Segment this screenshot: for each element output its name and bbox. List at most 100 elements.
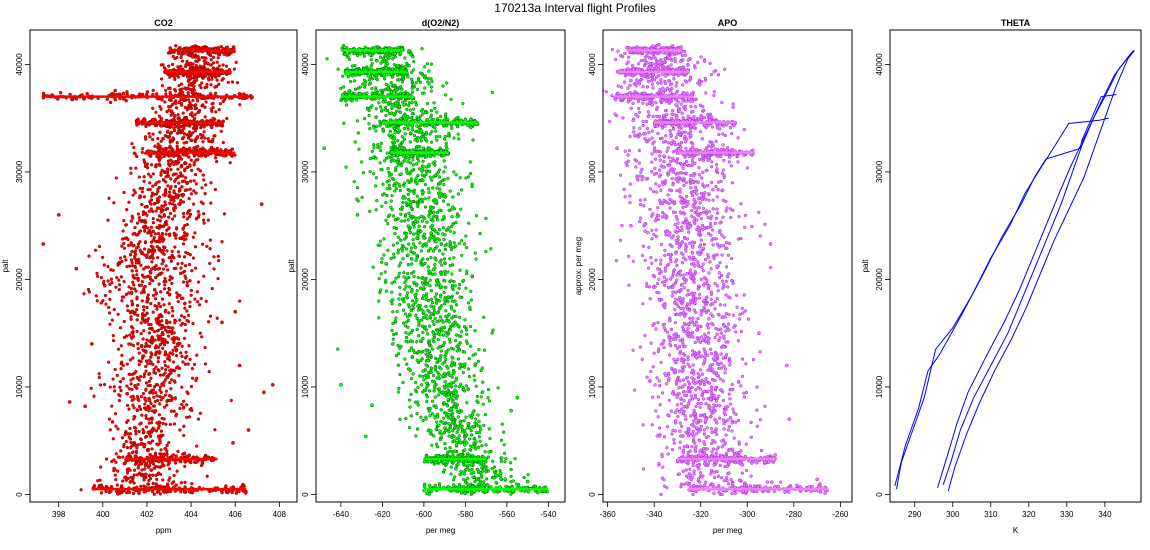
- data-point: [448, 189, 452, 193]
- data-point: [143, 467, 147, 471]
- data-point: [177, 373, 181, 378]
- data-point: [161, 251, 165, 255]
- data-point: [441, 218, 445, 222]
- data-point: [208, 238, 213, 242]
- data-point: [464, 176, 468, 180]
- data-point: [126, 308, 130, 313]
- data-point: [429, 225, 433, 229]
- data-point: [153, 371, 158, 375]
- data-point: [444, 93, 448, 97]
- data-point: [175, 141, 179, 145]
- data-point: [122, 442, 126, 447]
- data-point: [151, 462, 156, 466]
- data-point: [448, 445, 452, 450]
- data-point: [135, 394, 140, 399]
- data-point: [411, 242, 416, 246]
- data-point: [203, 136, 207, 140]
- data-point: [140, 299, 144, 303]
- data-point: [491, 328, 495, 332]
- data-point: [190, 376, 195, 380]
- data-point: [128, 468, 132, 472]
- data-point: [384, 218, 388, 222]
- data-point: [374, 129, 378, 133]
- data-point: [147, 478, 151, 483]
- data-point: [355, 197, 359, 201]
- data-point: [450, 421, 455, 425]
- data-point: [406, 218, 411, 222]
- data-point: [208, 314, 213, 318]
- data-point: [168, 368, 172, 373]
- data-point: [413, 245, 417, 250]
- data-point: [451, 263, 455, 267]
- data-point: [431, 268, 435, 272]
- data-point: [151, 245, 155, 249]
- data-point: [134, 450, 139, 455]
- data-point: [433, 316, 437, 321]
- data-point: [181, 194, 185, 198]
- data-point: [422, 232, 427, 236]
- data-point: [238, 103, 242, 107]
- data-point: [133, 191, 137, 195]
- data-point: [199, 200, 203, 204]
- data-point: [128, 432, 133, 436]
- data-point: [421, 112, 425, 116]
- data-point: [169, 409, 174, 413]
- data-point: [432, 101, 436, 105]
- data-point: [196, 157, 200, 162]
- data-point: [439, 408, 443, 412]
- data-point: [409, 414, 413, 418]
- data-point: [191, 235, 195, 239]
- data-point: [449, 279, 453, 283]
- data-point: [139, 283, 144, 287]
- data-point: [174, 177, 178, 181]
- data-point: [421, 164, 425, 168]
- data-point: [177, 83, 181, 88]
- data-point: [137, 429, 141, 434]
- data-point: [419, 198, 423, 203]
- level-flight-point: [113, 88, 117, 93]
- data-point: [164, 180, 168, 184]
- level-flight-point: [121, 97, 126, 101]
- data-point: [131, 394, 135, 398]
- data-point: [370, 62, 374, 66]
- data-point: [137, 260, 141, 264]
- data-point: [107, 417, 112, 421]
- data-point: [132, 406, 136, 410]
- data-point: [416, 204, 420, 209]
- data-point: [142, 229, 147, 233]
- data-point: [179, 266, 183, 270]
- data-point: [147, 371, 152, 376]
- data-point: [425, 399, 429, 404]
- data-point: [386, 62, 390, 66]
- data-point: [391, 243, 395, 247]
- data-point: [378, 124, 382, 128]
- data-point: [149, 337, 154, 341]
- data-point: [461, 278, 466, 283]
- data-point: [163, 310, 168, 314]
- data-point: [430, 443, 434, 447]
- data-point: [396, 343, 400, 348]
- data-point: [123, 255, 127, 259]
- data-point: [437, 299, 442, 303]
- data-point: [177, 202, 181, 206]
- data-point: [127, 387, 131, 391]
- data-point: [185, 403, 189, 407]
- data-point: [449, 244, 453, 249]
- data-point: [134, 246, 139, 250]
- data-point: [193, 113, 197, 117]
- data-point: [149, 355, 153, 359]
- data-point: [439, 242, 443, 247]
- data-point: [380, 193, 385, 197]
- data-point: [397, 271, 401, 275]
- data-point: [393, 104, 398, 108]
- data-point: [406, 253, 410, 257]
- data-point: [397, 386, 401, 391]
- data-point: [100, 255, 105, 260]
- data-point: [177, 174, 181, 178]
- level-flight-point: [387, 46, 392, 50]
- data-point: [128, 372, 132, 377]
- data-point: [426, 80, 430, 84]
- data-point: [99, 465, 103, 469]
- data-point: [500, 422, 504, 426]
